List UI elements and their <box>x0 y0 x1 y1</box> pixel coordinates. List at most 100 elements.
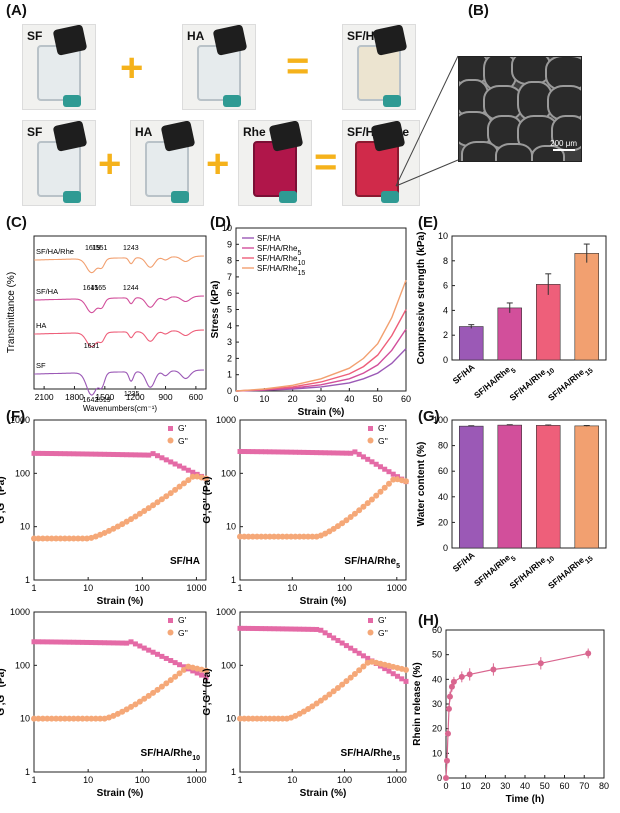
g-double-prime-point <box>203 475 209 482</box>
g-double-prime-point <box>110 525 117 532</box>
g-double-prime-point <box>249 715 256 722</box>
g-prime-point <box>53 639 59 645</box>
g-double-prime-point <box>163 680 170 687</box>
x-tick-label: 70 <box>579 781 589 791</box>
clip-icon <box>223 95 241 107</box>
g-double-prime-point <box>356 507 363 514</box>
g-double-prime-point <box>150 689 157 696</box>
panel-f-rheology-rhe5: 11 10 10 100 100 1000 1000 Strain (%) G',G'' (Pa… <box>202 415 409 607</box>
legend-label: SF/HA/Rhe10 <box>257 254 305 267</box>
g-double-prime-point <box>364 500 371 507</box>
g-prime-point <box>132 452 138 458</box>
g-prime-point <box>159 653 165 659</box>
g-double-prime-point <box>136 510 143 517</box>
g-double-prime-point <box>172 673 179 680</box>
g-double-prime-point <box>35 715 42 722</box>
y-tick-label: 5 <box>227 305 232 315</box>
g-prime-point <box>40 450 46 456</box>
x-tick-label: 40 <box>344 394 354 404</box>
g-prime-point <box>57 639 63 645</box>
zoom-line-bottom <box>395 159 459 187</box>
y-axis-label: G',G'' (Pa) <box>202 668 213 715</box>
x-tick-label: 1000 <box>387 583 407 593</box>
panel-c-ftir: 2100 1800 1500 1200 900 600 Wavenumbers(cm⁻¹) T… <box>6 235 207 413</box>
g-double-prime-point <box>31 715 37 722</box>
panel-letter-a: (A) <box>6 2 27 19</box>
g-prime-point <box>309 450 315 456</box>
g-double-prime-point <box>75 715 82 722</box>
plot-frame <box>239 419 407 581</box>
g-prime-point <box>360 653 366 659</box>
g-prime-point <box>106 451 112 457</box>
g-prime-point <box>168 459 174 465</box>
x-tick-label: 100 <box>135 775 150 785</box>
g-double-prime-point <box>288 533 295 540</box>
g-prime-point <box>365 655 371 661</box>
category-label: SF/HA/Rhe15 <box>546 362 594 406</box>
g-prime-point <box>360 454 366 460</box>
x-tick-label: 80 <box>599 781 609 791</box>
peak-label: 1631 <box>84 343 100 350</box>
g-prime-point <box>49 639 55 645</box>
g-prime-point <box>141 452 147 458</box>
x-tick-label: 50 <box>373 394 383 404</box>
g-prime-point <box>124 640 130 646</box>
g-prime-point <box>305 449 311 455</box>
scale-bar <box>553 149 575 151</box>
plot-frame <box>33 611 207 773</box>
x-tick-label: 60 <box>559 781 569 791</box>
g-prime-point <box>141 645 147 651</box>
g-prime-point <box>335 637 341 643</box>
y-tick-label: 10 <box>20 522 30 532</box>
g-prime-point <box>403 678 409 684</box>
g-double-prime-point <box>334 523 341 530</box>
y-tick-label: 7 <box>227 272 232 282</box>
panel-letter-d: (D) <box>210 214 231 231</box>
y-tick-label: 20 <box>438 517 448 527</box>
g-prime-point <box>352 648 358 654</box>
y-tick-label: 4 <box>227 321 232 331</box>
y-tick-label: 10 <box>432 748 442 758</box>
g-prime-point <box>172 660 178 666</box>
g-prime-point <box>322 630 328 636</box>
release-point <box>466 671 473 678</box>
g-double-prime-point <box>279 533 286 540</box>
g-prime-point <box>267 449 273 455</box>
y-tick-label: 1 <box>231 575 236 585</box>
g-double-prime-point <box>158 496 165 503</box>
x-tick-label: 0 <box>443 781 448 791</box>
g-double-prime-point <box>132 513 139 520</box>
y-tick-label: 1 <box>231 767 236 777</box>
y-tick-label: 1000 <box>10 607 30 617</box>
g-double-prime-point <box>57 535 64 542</box>
vial-icon <box>197 45 241 101</box>
g-double-prime-point <box>167 677 174 684</box>
g-double-prime-point <box>180 666 187 673</box>
sample-label: SF/HA/Rhe15 <box>341 748 401 762</box>
photo-label-ha: HA <box>187 29 205 43</box>
release-point <box>445 705 452 712</box>
g-prime-point <box>199 672 205 678</box>
g-prime-point <box>35 450 41 456</box>
x-tick-label: 2100 <box>35 392 54 402</box>
y-tick-label: 1000 <box>216 415 236 425</box>
clip-icon <box>171 191 189 203</box>
g-double-prime-point <box>145 692 152 699</box>
y-tick-label: 1 <box>25 767 30 777</box>
g-prime-point <box>284 626 290 632</box>
x-tick-label: 1 <box>31 775 36 785</box>
g-prime-point <box>190 668 196 674</box>
g-prime-point <box>331 450 337 456</box>
g-prime-point <box>106 640 112 646</box>
g-double-prime-point <box>141 695 148 702</box>
legend-label: G'' <box>178 436 188 446</box>
x-axis-label: Strain (%) <box>298 407 345 418</box>
g-double-prime-point <box>245 715 252 722</box>
g-double-prime-point <box>154 499 161 506</box>
equals-operator: = <box>286 44 310 88</box>
x-tick-label: 1 <box>237 583 242 593</box>
g-double-prime-point <box>300 533 307 540</box>
g-prime-point <box>137 643 143 649</box>
series-label: HA <box>36 321 46 330</box>
